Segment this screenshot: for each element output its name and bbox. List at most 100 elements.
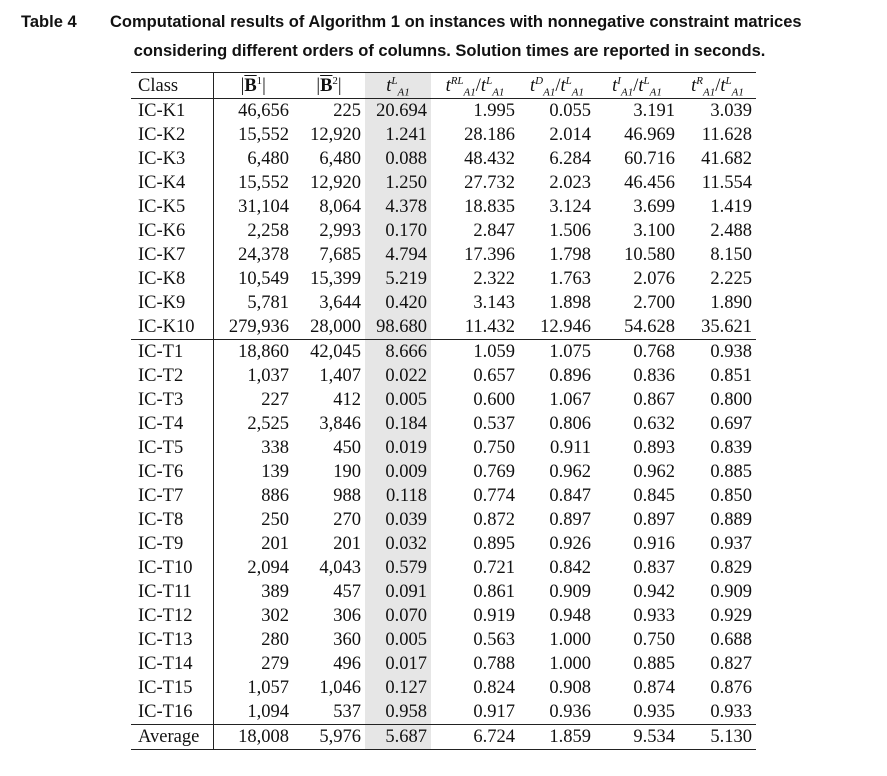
table-row: IC-T4 2,525 3,846 0.184 0.537 0.806 0.632 0.697 <box>131 412 756 436</box>
cell-ratio-d: 12.946 <box>519 315 595 340</box>
cell-b1: 886 <box>261 486 289 506</box>
cell-b2: 2,993 <box>319 221 361 241</box>
group-ic-k: IC-K1 46,656 225 20.694 1.995 0.055 3.191 3.039… <box>131 98 756 340</box>
cell-ratio-d: 1.859 <box>519 724 595 750</box>
cell-ratio-r: 11.628 <box>701 125 752 145</box>
header-ratio-r: tRA1/tLA1 <box>679 72 756 99</box>
cell-b1: 2,258 <box>247 221 289 241</box>
cell-ratio-r: 11.554 <box>701 173 752 193</box>
cell-ratio-i: 3.100 <box>633 221 675 241</box>
cell-ratio-rl: 3.143 <box>473 293 515 313</box>
cell-b2: 201 <box>333 534 361 554</box>
table-row: IC-K2 15,552 12,920 1.241 28.186 2.014 46.969 1… <box>131 123 756 147</box>
cell-ratio-d: 1.763 <box>549 269 591 289</box>
caption-line-2: considering different orders of columns.… <box>133 42 766 60</box>
cell-ratio-i: 0.935 <box>595 700 679 725</box>
cell-ratio-r: 3.039 <box>710 101 752 121</box>
group-ic-t: IC-T1 18,860 42,045 8.666 1.059 1.075 0.768 0.9… <box>131 339 756 725</box>
cell-class: IC-T15 <box>131 676 214 700</box>
cell-tL: 98.680 <box>365 315 431 340</box>
cell-ratio-i: 0.768 <box>633 342 675 362</box>
cell-b2: 412 <box>333 390 361 410</box>
cell-ratio-d: 1.075 <box>549 342 591 362</box>
cell-ratio-rl: 17.396 <box>464 245 515 265</box>
cell-ratio-d: 0.897 <box>549 510 591 530</box>
cell-ratio-d: 0.806 <box>549 414 591 434</box>
cell-ratio-rl: 0.774 <box>473 486 515 506</box>
table-row: IC-T14 279 496 0.017 0.788 1.000 0.885 0.827 <box>131 652 756 676</box>
cell-ratio-d: 1.898 <box>549 293 591 313</box>
cell-ratio-d: 2.014 <box>549 125 591 145</box>
table-caption: Table 4 Computational results of Algorit… <box>0 8 887 66</box>
cell-ratio-r: 2.488 <box>710 221 752 241</box>
cell-tL: 0.170 <box>365 219 431 243</box>
cell-class: IC-K7 <box>131 243 214 267</box>
cell-ratio-i: 0.897 <box>633 510 675 530</box>
header-b2: |B2| <box>293 72 365 99</box>
cell-class: IC-T6 <box>131 460 214 484</box>
cell-tL: 0.958 <box>365 700 431 725</box>
table-row: IC-T9 201 201 0.032 0.895 0.926 0.916 0.937 <box>131 532 756 556</box>
cell-b2: 8,064 <box>319 197 361 217</box>
header-class: Class <box>131 72 214 99</box>
cell-class: IC-T7 <box>131 484 214 508</box>
cell-ratio-r: 35.621 <box>679 315 756 340</box>
cell-ratio-r: 0.850 <box>710 486 752 506</box>
cell-ratio-d: 1.000 <box>549 654 591 674</box>
cell-tL: 4.794 <box>365 243 431 267</box>
cell-class: IC-T5 <box>131 436 214 460</box>
cell-class: IC-K1 <box>131 98 214 123</box>
cell-b1: 6,480 <box>247 149 289 169</box>
cell-b2: 15,399 <box>310 269 361 289</box>
table-row: IC-T16 1,094 537 0.958 0.917 0.936 0.935 0.933 <box>131 700 756 725</box>
cell-ratio-rl: 2.322 <box>473 269 515 289</box>
cell-ratio-r: 0.889 <box>710 510 752 530</box>
cell-ratio-d: 2.023 <box>549 173 591 193</box>
cell-b2: 3,644 <box>319 293 361 313</box>
cell-ratio-i: 0.942 <box>633 582 675 602</box>
table-row: IC-T11 389 457 0.091 0.861 0.909 0.942 0.909 <box>131 580 756 604</box>
cell-class: IC-T1 <box>131 339 214 364</box>
cell-ratio-i: 60.716 <box>624 149 675 169</box>
cell-b1: 46,656 <box>238 101 289 121</box>
table-row: IC-T13 280 360 0.005 0.563 1.000 0.750 0.688 <box>131 628 756 652</box>
cell-ratio-rl: 0.750 <box>473 438 515 458</box>
cell-tL: 0.420 <box>365 291 431 315</box>
cell-class: Average <box>131 724 214 750</box>
cell-class: IC-T14 <box>131 652 214 676</box>
cell-ratio-r: 0.829 <box>710 558 752 578</box>
cell-tL: 0.070 <box>365 604 431 628</box>
cell-tL: 0.032 <box>365 532 431 556</box>
cell-ratio-r: 0.697 <box>710 414 752 434</box>
cell-b2: 225 <box>333 101 361 121</box>
cell-ratio-rl: 0.600 <box>473 390 515 410</box>
cell-ratio-i: 0.933 <box>633 606 675 626</box>
caption-line-1: Computational results of Algorithm 1 on … <box>110 13 802 31</box>
table-row: IC-K5 31,104 8,064 4.378 18.835 3.124 3.699 1.4… <box>131 195 756 219</box>
cell-ratio-r: 41.682 <box>701 149 752 169</box>
cell-class: IC-K2 <box>131 123 214 147</box>
header-row: Class |B1| |B2| tLA1 tRLA1/tLA1 tDA1/tLA… <box>131 72 756 99</box>
table-row: IC-K6 2,258 2,993 0.170 2.847 1.506 3.100 2.488 <box>131 219 756 243</box>
cell-ratio-i: 10.580 <box>624 245 675 265</box>
cell-ratio-d: 3.124 <box>549 197 591 217</box>
cell-b1: 1,037 <box>247 366 289 386</box>
cell-ratio-i: 3.191 <box>633 101 675 121</box>
cell-ratio-i: 0.962 <box>633 462 675 482</box>
table-row: IC-T12 302 306 0.070 0.919 0.948 0.933 0.929 <box>131 604 756 628</box>
cell-ratio-i: 2.700 <box>633 293 675 313</box>
cell-b1: 1,057 <box>247 678 289 698</box>
average-row: Average 18,008 5,976 5.687 6.724 1.859 9.534 5.… <box>131 724 756 750</box>
cell-b1: 18,860 <box>238 342 289 362</box>
cell-b2: 1,046 <box>319 678 361 698</box>
cell-class: IC-K8 <box>131 267 214 291</box>
cell-tL: 0.017 <box>365 652 431 676</box>
cell-b1: 302 <box>261 606 289 626</box>
cell-class: IC-T3 <box>131 388 214 412</box>
cell-tL: 20.694 <box>365 98 431 123</box>
cell-b2: 1,407 <box>319 366 361 386</box>
cell-b2: 190 <box>333 462 361 482</box>
cell-ratio-rl: 2.847 <box>473 221 515 241</box>
results-table: Class |B1| |B2| tLA1 tRLA1/tLA1 tDA1/tLA… <box>131 72 756 750</box>
cell-ratio-r: 0.876 <box>710 678 752 698</box>
